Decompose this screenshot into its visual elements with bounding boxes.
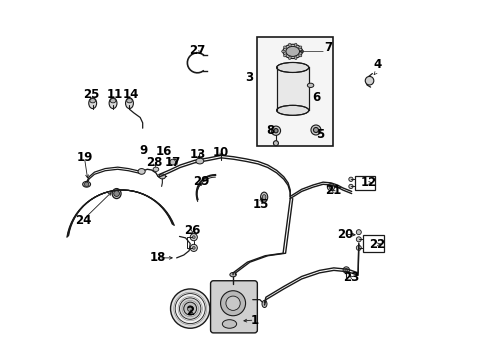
Text: 7: 7 [324,41,332,54]
Text: 15: 15 [252,198,268,211]
Circle shape [348,177,352,181]
Circle shape [344,269,347,271]
Bar [257,37,332,146]
Circle shape [326,184,334,191]
Ellipse shape [298,54,301,57]
Text: 22: 22 [368,238,385,251]
Ellipse shape [196,158,203,164]
Text: 4: 4 [372,58,381,72]
Ellipse shape [229,273,236,277]
Text: 11: 11 [107,88,123,101]
Circle shape [348,184,352,189]
Text: 16: 16 [156,145,172,158]
Circle shape [365,76,373,85]
Ellipse shape [300,50,303,53]
Circle shape [313,127,318,132]
Circle shape [271,126,280,135]
Circle shape [84,182,88,186]
Ellipse shape [82,181,90,187]
Text: 28: 28 [146,156,163,169]
Text: 19: 19 [76,151,92,165]
Text: 18: 18 [149,251,166,264]
Circle shape [356,237,361,242]
Text: 9: 9 [140,144,147,157]
Circle shape [273,129,278,133]
Circle shape [273,141,278,146]
Ellipse shape [288,43,290,47]
Text: 25: 25 [82,88,99,101]
Ellipse shape [294,56,296,60]
Ellipse shape [112,189,121,199]
Text: 20: 20 [336,228,353,241]
Circle shape [175,294,205,324]
Circle shape [356,230,361,235]
Circle shape [225,296,240,310]
Text: 5: 5 [315,128,324,141]
Ellipse shape [125,98,133,109]
Circle shape [169,159,175,165]
Ellipse shape [283,44,302,59]
FancyBboxPatch shape [276,67,308,111]
Text: 21: 21 [325,184,341,197]
Circle shape [187,306,193,311]
Ellipse shape [281,50,285,53]
Text: 6: 6 [311,91,320,104]
Ellipse shape [288,56,290,60]
Ellipse shape [283,46,286,49]
Circle shape [343,267,349,273]
Text: 3: 3 [244,71,252,84]
Circle shape [183,302,196,315]
Circle shape [310,125,320,135]
Bar [363,235,383,252]
Text: 10: 10 [213,146,229,159]
Ellipse shape [283,54,286,57]
Ellipse shape [276,105,308,115]
Text: 12: 12 [360,176,376,189]
Ellipse shape [126,99,132,103]
Circle shape [114,191,119,197]
Ellipse shape [90,99,95,103]
Ellipse shape [285,46,299,57]
Text: 23: 23 [343,271,359,284]
Ellipse shape [88,98,97,109]
Ellipse shape [109,98,117,109]
Text: 24: 24 [75,213,91,226]
Ellipse shape [298,46,301,49]
Circle shape [220,291,245,316]
Circle shape [190,244,197,251]
Circle shape [192,236,195,239]
Ellipse shape [294,43,296,47]
Ellipse shape [153,167,159,171]
Circle shape [328,185,332,189]
Text: 26: 26 [184,224,201,237]
Ellipse shape [222,320,236,328]
FancyBboxPatch shape [210,281,257,333]
Ellipse shape [276,63,308,72]
Text: 29: 29 [193,175,209,188]
Text: 14: 14 [122,88,139,101]
Ellipse shape [138,168,145,174]
Text: 17: 17 [164,156,180,169]
Ellipse shape [159,174,165,179]
Ellipse shape [262,300,266,307]
Circle shape [170,289,209,328]
Text: 1: 1 [250,314,258,327]
Text: 8: 8 [265,124,274,137]
Ellipse shape [260,192,267,202]
Circle shape [190,234,197,241]
Circle shape [179,298,201,319]
Text: 2: 2 [186,305,194,318]
Bar [354,176,374,190]
Circle shape [356,246,361,250]
Text: 27: 27 [189,44,205,57]
Ellipse shape [307,83,313,87]
Ellipse shape [110,99,116,103]
Circle shape [192,247,195,249]
Text: 13: 13 [189,148,205,162]
Ellipse shape [262,195,265,200]
